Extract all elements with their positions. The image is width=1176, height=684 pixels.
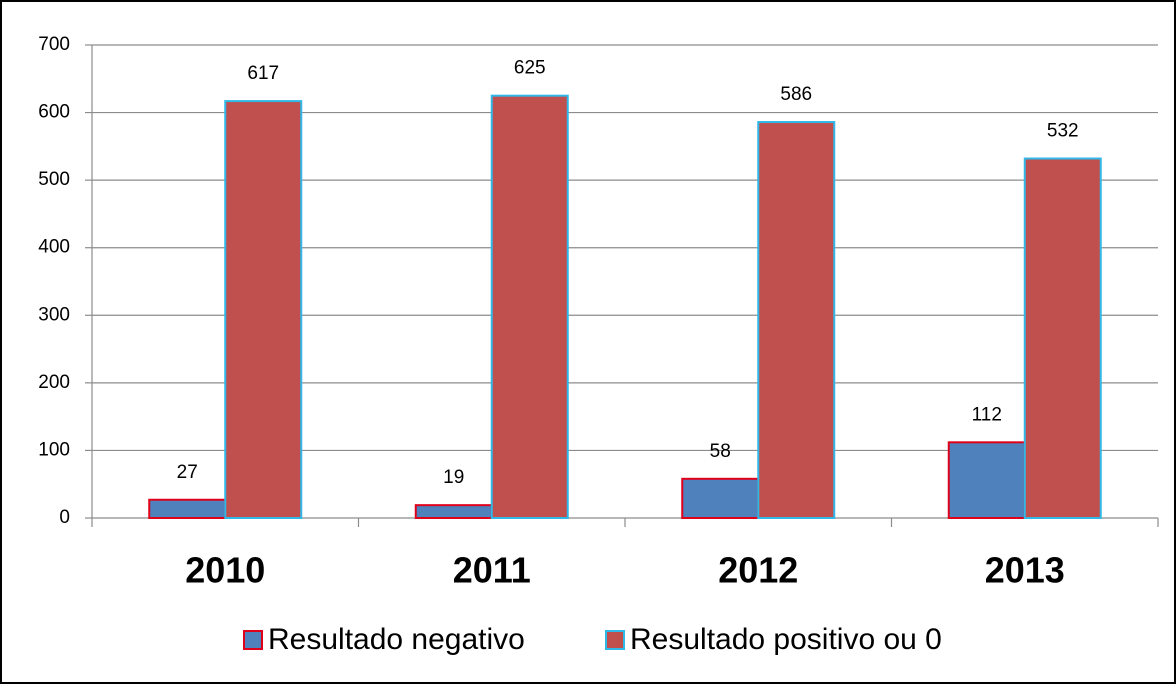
- bar: [1023, 157, 1102, 520]
- legend-label: Resultado negativo: [268, 623, 525, 656]
- x-tick-label: 2011: [453, 550, 531, 591]
- bar: [148, 498, 227, 519]
- legend-swatch: [243, 630, 263, 650]
- value-label: 112: [972, 404, 1002, 425]
- x-tick-label: 2012: [718, 550, 798, 591]
- bar: [757, 121, 836, 519]
- value-label: 58: [710, 441, 731, 462]
- bar: [681, 477, 760, 519]
- y-tick-label: 0: [59, 507, 70, 528]
- value-label: 532: [1047, 121, 1079, 142]
- y-tick-label: 200: [38, 372, 70, 393]
- bar: [490, 94, 569, 520]
- value-label: 19: [443, 467, 464, 488]
- y-tick-label: 400: [38, 237, 70, 258]
- value-label: 586: [780, 84, 812, 105]
- value-label: 617: [247, 63, 279, 84]
- value-label: 27: [177, 462, 198, 483]
- value-label: 625: [514, 58, 546, 79]
- bar: [224, 100, 303, 519]
- legend-swatch: [605, 630, 625, 650]
- bar: [414, 504, 493, 520]
- y-tick-label: 600: [38, 102, 70, 123]
- y-tick-label: 700: [38, 34, 70, 55]
- y-tick-label: 100: [38, 439, 70, 460]
- y-tick-label: 300: [38, 304, 70, 325]
- bar: [947, 441, 1026, 520]
- legend-label: Resultado positivo ou 0: [630, 623, 942, 656]
- x-tick-label: 2010: [185, 550, 265, 591]
- x-tick-label: 2013: [985, 550, 1065, 591]
- y-tick-label: 500: [38, 169, 70, 190]
